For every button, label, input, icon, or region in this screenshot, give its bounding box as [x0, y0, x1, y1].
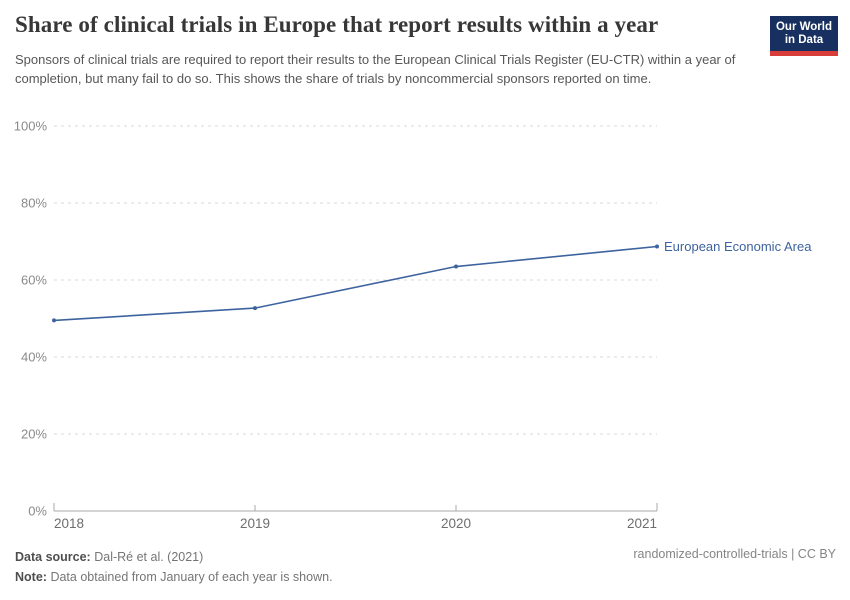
y-axis-label: 40% — [21, 350, 47, 365]
data-point — [52, 318, 56, 323]
x-axis-label: 2020 — [441, 516, 471, 531]
chart-line — [53, 245, 658, 322]
note-label: Note: — [15, 570, 47, 584]
license-text: randomized-controlled-trials | CC BY — [633, 547, 836, 561]
note-line: Note: Data obtained from January of each… — [15, 567, 333, 587]
data-source-value: Dal-Ré et al. (2021) — [94, 550, 204, 564]
data-point — [253, 306, 257, 311]
logo-text-line1: Our World — [775, 21, 832, 33]
note-value: Data obtained from January of each year … — [50, 570, 333, 584]
chart-subtitle: Sponsors of clinical trials are required… — [15, 52, 736, 86]
y-axis-label: 0% — [28, 504, 47, 519]
footer-license: randomized-controlled-trials | CC BY — [633, 547, 836, 561]
data-source-label: Data source: — [15, 550, 91, 564]
owid-logo: Our World in Data — [770, 16, 838, 56]
series-end-label: European Economic Area — [664, 239, 812, 254]
line-chart[interactable]: 0% 20% 40% 60% 80% 100% 2018 2019 2020 2021 Europe… — [0, 112, 850, 544]
x-axis-label: 2021 — [627, 516, 657, 531]
page-title: Share of clinical trials in Europe that … — [15, 12, 659, 37]
y-axis-label: 80% — [21, 196, 47, 211]
data-point — [655, 244, 659, 249]
footer-source-note: Data source: Dal-Ré et al. (2021) Note: … — [15, 547, 333, 587]
x-axis-label: 2018 — [54, 516, 84, 531]
y-axis-label: 20% — [21, 427, 47, 442]
y-axis-label: 60% — [21, 273, 47, 288]
x-axis-label: 2019 — [240, 516, 270, 531]
data-point — [454, 264, 458, 269]
logo-text-line2: in Data — [784, 34, 824, 46]
y-axis-label: 100% — [14, 119, 48, 134]
data-source-line: Data source: Dal-Ré et al. (2021) — [15, 547, 333, 567]
